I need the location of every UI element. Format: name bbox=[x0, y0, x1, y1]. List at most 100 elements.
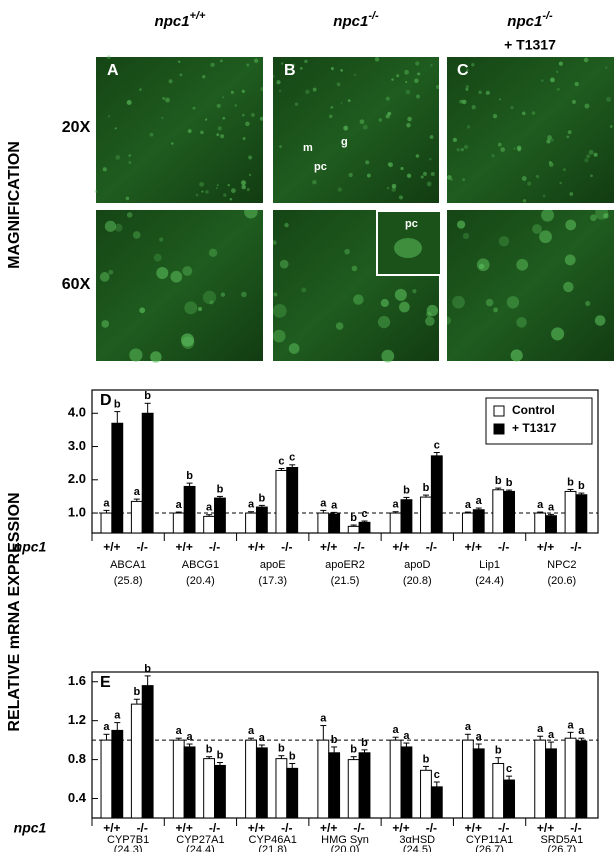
bar bbox=[503, 490, 516, 534]
cell bbox=[425, 316, 435, 327]
bar bbox=[545, 515, 557, 534]
genotype-label: -/- bbox=[570, 540, 581, 554]
bar bbox=[203, 515, 216, 534]
genotype: -/- bbox=[368, 10, 379, 22]
cell bbox=[391, 187, 396, 192]
cell bbox=[559, 181, 562, 185]
significance-letter: a bbox=[259, 732, 266, 744]
bar bbox=[358, 752, 371, 819]
cell bbox=[465, 87, 469, 91]
cell bbox=[220, 292, 226, 297]
significance-letter: a bbox=[320, 712, 327, 724]
category-label: CYP46A1 bbox=[249, 834, 297, 846]
cell bbox=[276, 80, 281, 85]
cell bbox=[187, 128, 192, 134]
cell bbox=[586, 154, 591, 159]
cell bbox=[242, 137, 246, 141]
cell bbox=[156, 267, 169, 280]
legend-label: Control bbox=[512, 403, 555, 417]
ct-value: (20.4) bbox=[186, 575, 215, 587]
significance-letter: a bbox=[465, 721, 472, 733]
cell bbox=[415, 61, 420, 66]
genotype-label: -/- bbox=[209, 821, 220, 835]
significance-letter: b bbox=[578, 480, 585, 492]
genotype-label: -/- bbox=[498, 540, 509, 554]
cell bbox=[280, 62, 284, 65]
genotype-label: -/- bbox=[281, 821, 292, 835]
cell bbox=[171, 142, 174, 145]
cell bbox=[465, 84, 469, 89]
bar bbox=[534, 739, 547, 819]
cell bbox=[208, 248, 218, 258]
cell bbox=[542, 194, 546, 198]
cell bbox=[391, 183, 397, 189]
cell bbox=[417, 72, 421, 76]
cell bbox=[466, 68, 469, 72]
cell bbox=[292, 63, 295, 66]
bar bbox=[347, 759, 360, 819]
cell bbox=[210, 62, 215, 67]
cell bbox=[187, 129, 192, 133]
significance-letter: b bbox=[350, 512, 357, 524]
cell bbox=[329, 114, 333, 119]
category-label: CYP7B1 bbox=[107, 834, 149, 846]
micrograph bbox=[447, 210, 614, 361]
cell bbox=[463, 144, 469, 150]
cell bbox=[423, 171, 427, 176]
cell bbox=[452, 295, 465, 309]
cell bbox=[405, 89, 411, 95]
cell bbox=[416, 94, 421, 99]
genotype-label: +/+ bbox=[392, 821, 409, 835]
bar bbox=[183, 485, 196, 534]
bar bbox=[317, 512, 330, 534]
cell bbox=[513, 147, 516, 150]
cell bbox=[304, 59, 308, 64]
cell bbox=[500, 147, 506, 152]
cell bbox=[471, 63, 475, 67]
y-tick-label: 0.4 bbox=[68, 790, 87, 805]
micrograph bbox=[273, 57, 439, 203]
ct-value: (24.4) bbox=[186, 844, 215, 852]
micrographs bbox=[94, 55, 614, 363]
micrograph bbox=[96, 210, 263, 361]
cell bbox=[240, 180, 246, 186]
cell bbox=[216, 103, 221, 109]
ct-value: (20.0) bbox=[331, 844, 360, 852]
micrograph bbox=[96, 57, 263, 203]
cell bbox=[216, 184, 219, 187]
bar bbox=[564, 737, 577, 819]
ct-value: (26.7) bbox=[547, 844, 576, 852]
genotype: +/+ bbox=[190, 10, 206, 22]
bar bbox=[255, 747, 268, 819]
panel-label: D bbox=[100, 392, 112, 409]
category-label: 3αHSD bbox=[399, 834, 435, 846]
cell bbox=[312, 87, 317, 92]
cell bbox=[430, 171, 435, 176]
category-label: apoE bbox=[260, 559, 286, 571]
significance-letter: a bbox=[176, 725, 183, 737]
cell bbox=[222, 96, 225, 99]
bar bbox=[286, 466, 299, 534]
y-tick-label: 2.0 bbox=[68, 471, 86, 486]
cell bbox=[288, 343, 300, 354]
cell bbox=[476, 258, 490, 272]
cell bbox=[539, 230, 552, 244]
cell bbox=[202, 290, 217, 305]
cell bbox=[377, 315, 391, 329]
cell bbox=[590, 174, 593, 178]
significance-letter: b bbox=[144, 390, 151, 402]
cell bbox=[532, 224, 542, 234]
cell bbox=[165, 97, 170, 103]
bar bbox=[275, 469, 288, 534]
bar bbox=[545, 748, 557, 819]
cell bbox=[415, 154, 420, 158]
cell bbox=[386, 186, 390, 190]
cell bbox=[563, 168, 566, 172]
cell bbox=[230, 90, 234, 94]
cell bbox=[248, 155, 253, 160]
cell bbox=[184, 301, 198, 315]
genotype-label: -/- bbox=[353, 821, 364, 835]
cell bbox=[106, 55, 111, 60]
cell bbox=[405, 80, 408, 84]
